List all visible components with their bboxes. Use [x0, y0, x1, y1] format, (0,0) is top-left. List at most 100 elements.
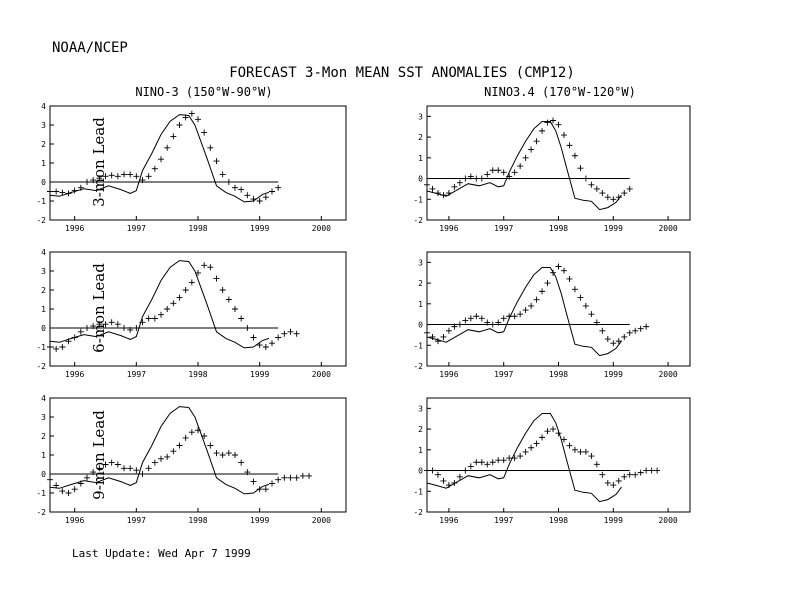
x-tick-label: 1996 [439, 516, 458, 525]
forecast-plus-marker [434, 338, 441, 345]
forecast-plus-marker [238, 459, 245, 466]
y-tick-label: 2 [41, 286, 46, 295]
forecast-plus-marker [473, 313, 480, 320]
y-tick-label: 1 [41, 159, 46, 168]
forecast-plus-marker [244, 192, 251, 199]
x-tick-label: 2000 [312, 370, 331, 379]
forecast-plus-marker [511, 169, 518, 176]
forecast-plus-marker [484, 461, 491, 468]
forecast-plus-marker [71, 187, 78, 194]
y-tick-label: 3 [418, 258, 423, 267]
forecast-plus-marker [139, 319, 146, 326]
forecast-plus-marker [232, 452, 238, 458]
y-tick-label: 0 [41, 470, 46, 479]
forecast-plus-marker [610, 340, 617, 347]
x-tick-label: 1998 [549, 224, 568, 233]
forecast-plus-marker [262, 194, 269, 201]
forecast-plus-marker [588, 311, 595, 318]
forecast-plus-marker [489, 459, 496, 466]
y-tick-label: 0 [418, 467, 423, 476]
forecast-plus-marker [495, 319, 502, 326]
forecast-plus-marker [145, 465, 152, 472]
forecast-plus-marker [158, 156, 164, 163]
x-tick-label: 1997 [494, 224, 513, 233]
forecast-plus-marker [90, 323, 97, 330]
forecast-plus-marker [517, 311, 524, 318]
forecast-plus-marker [544, 119, 551, 126]
forecast-plus-marker [238, 186, 245, 193]
last-update-label: Last Update: Wed Apr 7 1999 [72, 547, 251, 560]
forecast-plus-marker [451, 479, 458, 486]
column-title-nino34: NINO3.4 (170°W-120°W) [484, 85, 636, 99]
y-tick-label: 3 [41, 413, 46, 422]
forecast-plus-marker [145, 315, 152, 322]
forecast-plus-marker [445, 327, 452, 334]
y-tick-label: 3 [41, 267, 46, 276]
forecast-plus-marker [275, 184, 282, 191]
forecast-plus-marker [588, 181, 595, 188]
forecast-plus-marker [533, 296, 540, 303]
forecast-plus-marker [621, 473, 628, 480]
forecast-plus-marker [610, 482, 617, 489]
forecast-plus-marker [610, 196, 617, 203]
x-tick-label: 2000 [658, 516, 677, 525]
forecast-plus-marker [256, 342, 263, 349]
x-tick-label: 1996 [439, 370, 458, 379]
x-tick-label: 1998 [188, 224, 207, 233]
forecast-plus-marker [244, 469, 251, 476]
forecast-plus-marker [96, 175, 103, 182]
forecast-plus-marker [195, 116, 201, 123]
forecast-plus-marker [121, 325, 127, 331]
forecast-plus-marker [456, 473, 463, 480]
forecast-plus-marker [456, 321, 463, 328]
forecast-plus-marker [207, 144, 214, 151]
y-tick-label: 2 [418, 279, 423, 288]
forecast-plus-marker [434, 471, 441, 478]
forecast-plus-marker [256, 486, 263, 493]
forecast-plus-marker [225, 450, 232, 457]
forecast-plus-marker [225, 296, 232, 303]
forecast-plus-marker [47, 344, 53, 350]
forecast-plus-marker [201, 129, 208, 136]
forecast-plus-marker [467, 463, 474, 470]
x-tick-label: 1999 [250, 224, 269, 233]
y-tick-label: 3 [418, 404, 423, 413]
forecast-plus-marker [299, 472, 306, 479]
forecast-plus-marker [269, 340, 275, 347]
forecast-plus-marker [133, 173, 140, 180]
x-tick-label: 1996 [65, 516, 84, 525]
forecast-plus-marker [262, 344, 269, 350]
forecast-plus-marker [213, 158, 220, 165]
y-tick-label: -1 [36, 489, 46, 498]
x-tick-label: 2000 [312, 516, 331, 525]
forecast-plus-marker [269, 480, 275, 487]
y-tick-label: 0 [418, 321, 423, 330]
forecast-plus-marker [250, 334, 257, 341]
forecast-plus-marker [451, 183, 458, 190]
forecast-plus-marker [201, 433, 208, 439]
forecast-plus-marker [102, 461, 109, 468]
forecast-plus-marker [139, 177, 146, 184]
forecast-plus-marker [77, 480, 84, 487]
y-tick-label: 4 [41, 394, 46, 403]
forecast-plus-marker [102, 321, 109, 328]
forecast-plus-marker [528, 146, 535, 153]
forecast-plus-marker [127, 465, 134, 472]
y-tick-label: -2 [413, 508, 423, 517]
forecast-plus-marker [207, 264, 214, 271]
forecast-plus-marker [65, 338, 72, 345]
y-tick-label: -2 [36, 216, 46, 225]
x-tick-label: 1999 [250, 516, 269, 525]
forecast-plus-marker [90, 177, 97, 184]
forecast-plus-marker [53, 345, 60, 352]
forecast-plus-marker [604, 194, 611, 201]
x-tick-label: 1997 [127, 516, 146, 525]
forecast-plus-marker [429, 333, 436, 340]
forecast-plus-marker [522, 307, 529, 314]
forecast-plus-marker [108, 459, 115, 466]
x-tick-label: 1996 [439, 224, 458, 233]
forecast-plus-marker [207, 442, 214, 449]
forecast-plus-marker [188, 429, 195, 436]
forecast-plus-marker [626, 185, 633, 192]
